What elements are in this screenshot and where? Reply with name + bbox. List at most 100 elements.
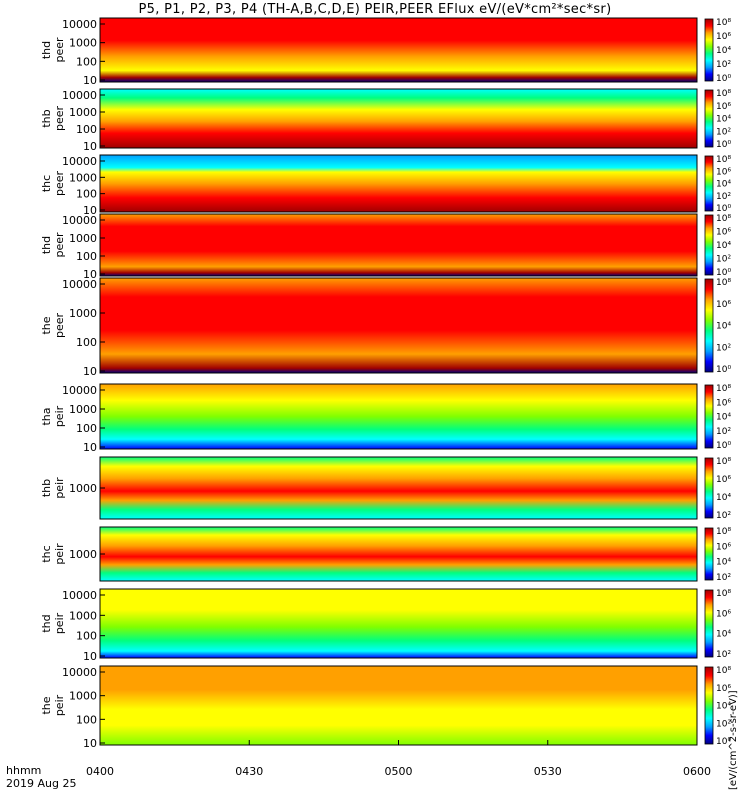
colorbar-tick-label: 10⁴ [716, 558, 731, 568]
x-tick-label: 0430 [235, 765, 263, 778]
spectrogram-panel: the peir 10000 1000 100 10 10⁸ 10⁶ 10⁴ 10² 10⁰ [40, 665, 731, 750]
y-tick-label: 10000 [62, 666, 97, 679]
colorbar [704, 527, 714, 581]
colorbar-tick-label: 10² [716, 719, 731, 729]
colorbar-tick-label: 10⁶ [716, 102, 731, 112]
panel-ylabel: peir [53, 543, 66, 565]
y-tick-label: 10000 [62, 384, 97, 397]
colorbar-tick-label: 10⁴ [716, 702, 731, 712]
colorbar-tick-label: 10⁸ [716, 457, 731, 467]
panel-frame [99, 17, 698, 83]
spectrogram-panel: thb peer 10000 1000 100 10 10⁸ 10⁶ 10⁴ 10² 10⁰ [40, 88, 731, 153]
y-tick-label: 1000 [69, 403, 97, 416]
colorbar-units-label: [eV/(cm^2-s-sr-eV)] [728, 690, 739, 790]
y-tick-label: 1000 [69, 609, 97, 622]
y-tick-label: 1000 [69, 548, 97, 561]
spectrogram-panel: thc peir 1000 10⁸ 10⁶ 10⁴ 10² [40, 526, 731, 583]
y-tick-label: 1000 [69, 482, 97, 495]
date-label: 2019 Aug 25 [6, 777, 77, 790]
colorbar-tick-label: 10² [716, 650, 731, 660]
y-tick-label: 10 [83, 650, 97, 663]
colorbar-tick-label: 10⁰ [716, 737, 731, 747]
spectrogram-panel: thb peir 1000 10⁸ 10⁶ 10⁴ 10² [40, 456, 731, 521]
spectrogram-panel: thc peer 10000 1000 100 10 10⁸ 10⁶ 10⁴ 10² 10⁰ [40, 154, 731, 217]
panel-ylabel: peir [53, 477, 66, 499]
colorbar-tick-label: 10⁰ [716, 204, 731, 214]
panel-frame [99, 383, 698, 450]
colorbar-tick-label: 10⁸ [716, 278, 731, 288]
colorbar-tick-label: 10⁴ [716, 630, 731, 640]
x-tick-label: 0500 [385, 765, 413, 778]
colorbar [704, 384, 714, 449]
colorbar-tick-label: 10⁴ [716, 241, 731, 251]
spectrogram-image [100, 527, 697, 581]
colorbar-tick-label: 10⁶ [716, 167, 731, 177]
panel-ylabel: thc [40, 175, 53, 192]
colorbar-tick-label: 10⁰ [716, 268, 731, 278]
y-tick-label: 100 [76, 250, 97, 263]
colorbar-tick-label: 10⁴ [716, 115, 731, 125]
x-axis: 0400 0430 0500 0530 0600 [86, 740, 711, 778]
y-tick-label: 10 [83, 365, 97, 378]
panel-ylabel: peer [53, 171, 66, 197]
colorbar-tick-label: 10⁴ [716, 180, 731, 190]
y-tick-label: 10 [83, 140, 97, 153]
panel-ylabel: thd [40, 41, 53, 59]
x-tick-label: 0600 [683, 765, 711, 778]
colorbar-tick-label: 10⁸ [716, 89, 731, 99]
colorbar-tick-label: 10⁸ [716, 527, 731, 537]
x-tick-label: 0530 [534, 765, 562, 778]
y-tick-label: 100 [76, 188, 97, 201]
y-tick-label: 100 [76, 123, 97, 136]
colorbar-tick-label: 10⁸ [716, 155, 731, 165]
colorbar [704, 155, 714, 212]
spectrogram-panel: thd peir 10000 1000 100 10 10⁸ 10⁶ 10⁴ 10² [40, 588, 731, 663]
panel-ylabel: the [40, 316, 53, 334]
y-tick-label: 10000 [62, 589, 97, 602]
panel-frame [99, 213, 698, 277]
y-tick-label: 1000 [69, 171, 97, 184]
panel-ylabel: thb [40, 109, 53, 127]
y-tick-label: 100 [76, 630, 97, 643]
colorbar-tick-label: 10² [716, 511, 731, 521]
panel-frame [99, 88, 698, 149]
colorbar-tick-label: 10⁰ [716, 74, 731, 84]
y-tick-label: 1000 [69, 690, 97, 703]
panel-ylabel: thc [40, 545, 53, 562]
panel-ylabel: thd [40, 236, 53, 254]
y-tick-label: 10 [83, 441, 97, 454]
y-tick-label: 10 [83, 74, 97, 87]
y-tick-label: 10000 [62, 155, 97, 168]
colorbar-tick-label: 10² [716, 60, 731, 70]
colorbar [704, 666, 714, 745]
colorbar [704, 278, 714, 373]
panel-ylabel: peer [53, 106, 66, 132]
colorbar-tick-label: 10⁰ [716, 365, 731, 375]
panel-ylabel: peir [53, 405, 66, 427]
colorbar-tick-label: 10⁶ [716, 475, 731, 485]
colorbar-tick-label: 10⁸ [716, 589, 731, 599]
panel-ylabel: peer [53, 313, 66, 339]
spectrogram-panel: the peer 10000 1000 100 10 10⁸ 10⁶ 10⁴ 10² 10⁰ [40, 277, 731, 378]
colorbar-tick-label: 10⁰ [716, 140, 731, 150]
colorbar-tick-label: 10² [716, 343, 731, 353]
colorbar-tick-label: 10⁴ [716, 493, 731, 503]
y-tick-label: 1000 [69, 232, 97, 245]
colorbar-tick-label: 10⁶ [716, 684, 731, 694]
y-tick-label: 10 [83, 204, 97, 217]
y-tick-label: 100 [76, 713, 97, 726]
colorbar [704, 18, 714, 82]
spectrogram-image [100, 18, 697, 82]
colorbar [704, 89, 714, 148]
colorbar-tick-label: 10⁸ [716, 384, 731, 394]
colorbar-tick-label: 10² [716, 192, 731, 202]
y-tick-label: 1000 [69, 307, 97, 320]
colorbar [704, 457, 714, 519]
spectrogram-image [100, 457, 697, 519]
panel-frame [99, 588, 698, 659]
colorbar-tick-label: 10² [716, 573, 731, 583]
x-tick-label: 0400 [86, 765, 114, 778]
colorbar-tick-label: 10⁴ [716, 322, 731, 332]
colorbar-tick-label: 10⁸ [716, 18, 731, 28]
